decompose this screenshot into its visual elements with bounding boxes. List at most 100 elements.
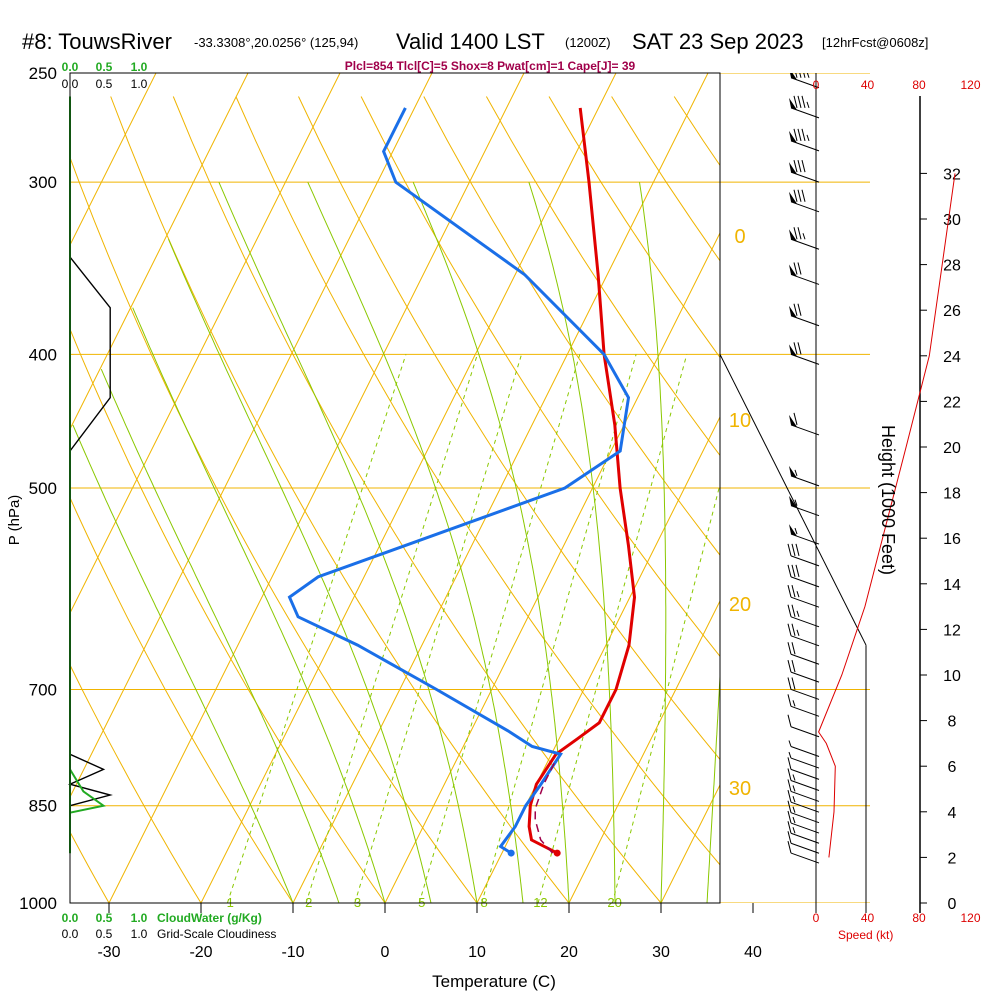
mixing-ratio-label: 1 — [227, 895, 234, 910]
height-tick-label: 14 — [943, 577, 961, 594]
height-tick-label: 16 — [943, 531, 961, 548]
wind-barb-full — [791, 659, 796, 673]
cloudiness-scale-bottom: 1.0 — [131, 927, 148, 941]
wind-barb — [787, 642, 820, 665]
wind-barb-full — [797, 128, 802, 141]
wind-barb-full — [787, 659, 792, 673]
wind-barb-flag — [789, 524, 797, 537]
isotherm-line — [108, 73, 525, 903]
wind-barb-full — [791, 543, 796, 556]
mixing-ratio-label: 3 — [354, 895, 361, 910]
wind-barb-staff — [790, 832, 820, 844]
wind-barb-full — [795, 564, 800, 577]
wind-barb-staff — [790, 790, 820, 802]
wind-barb-full — [787, 564, 792, 577]
mixing-ratio-label: 8 — [481, 895, 488, 910]
moist-adiabat — [412, 182, 570, 903]
mixing-ratio-line — [418, 354, 581, 903]
wind-barb-staff — [790, 201, 820, 213]
x-axis-label: Temperature (C) — [432, 972, 556, 991]
moist-adiabat — [753, 182, 813, 903]
pressure-tick-label: 400 — [29, 345, 57, 364]
valid-z: (1200Z) — [565, 35, 611, 50]
profile-layer — [287, 107, 637, 857]
wind-barb-half — [794, 469, 798, 477]
wind-barb — [789, 189, 820, 213]
temp-tick-label: 20 — [560, 944, 578, 961]
height-tick-label: 30 — [943, 212, 961, 229]
wind-barb-half — [806, 134, 810, 142]
wind-barb-full — [797, 262, 802, 275]
wind-barb-staff — [790, 812, 820, 824]
wind-barb-full — [793, 412, 798, 426]
surface-temp-dot — [553, 849, 561, 857]
cloudiness-scale-top: 1.0 — [131, 77, 148, 91]
wind-barb-full — [787, 810, 792, 824]
wind-barb — [789, 342, 820, 365]
speed-tick-bottom: 40 — [861, 911, 875, 925]
wind-barb-full — [797, 227, 802, 240]
wind-barb — [789, 262, 820, 285]
wind-barb-full — [801, 159, 806, 173]
wind-barb-full — [801, 95, 806, 109]
cloud-panel: 0.0 0.0 0.5 0.5 1.0 1.0 0.0 0.5 1.0 CloudWater (g… — [62, 60, 277, 941]
wind-barb-full — [787, 585, 792, 598]
wind-barb-flag — [790, 73, 797, 80]
pressure-tick-label: 250 — [29, 64, 57, 83]
cloudwater-scale-bottom: 0.0 — [62, 911, 79, 925]
height-tick-label: 20 — [943, 440, 961, 457]
wind-barb-half — [796, 610, 800, 617]
wind-barb — [789, 495, 820, 517]
isotherm-line — [292, 73, 709, 903]
wind-barb-full — [793, 227, 798, 240]
moist-adiabat — [100, 369, 340, 903]
wind-barb-full — [799, 73, 802, 78]
speed-tick-bottom: 80 — [912, 911, 926, 925]
adiabat-label: 0 — [734, 226, 745, 248]
forecast-info: [12hrFcst@0608z] — [822, 35, 928, 50]
wind-barb-full — [797, 189, 802, 202]
wind-barb-full — [787, 800, 792, 813]
wind-barb — [789, 95, 820, 119]
wind-barb-full — [787, 694, 792, 707]
wind-barb-staff — [790, 576, 820, 588]
wind-speed-profile — [818, 173, 956, 858]
wind-barb-staff — [790, 822, 820, 834]
height-tick-label: 26 — [943, 303, 961, 320]
temp-tick-label: -20 — [189, 944, 212, 961]
wind-barb-full — [793, 262, 798, 275]
wind-barb-full — [787, 714, 792, 727]
mixing-ratio-line — [537, 354, 688, 903]
moist-adiabat — [528, 182, 616, 903]
wind-barb-staff — [790, 746, 820, 757]
wind-barb-full — [787, 768, 792, 781]
dry-adiabat — [925, 97, 1000, 904]
moist-adiabat — [168, 239, 432, 903]
wind-barb-full — [787, 790, 792, 803]
wind-barb — [787, 714, 820, 738]
cloudwater-scale-top: 0.5 — [96, 60, 113, 74]
moist-adiabat — [639, 182, 667, 903]
wind-barb-full — [793, 159, 798, 173]
wind-barb-full — [803, 73, 806, 78]
wind-barb — [787, 604, 820, 628]
cloudiness-scale-bottom: 0.0 — [62, 927, 79, 941]
dry-adiabat — [172, 96, 662, 903]
isotherm-line — [476, 415, 720, 903]
wind-barb — [787, 757, 820, 780]
wind-barb-full — [801, 189, 806, 202]
wind-barb-half — [792, 700, 796, 707]
isotherm-line — [70, 73, 433, 799]
wind-barb — [789, 524, 820, 545]
wind-barb-staff — [790, 671, 820, 683]
wind-barb-staff — [790, 688, 820, 700]
temp-tick-label: -30 — [97, 944, 120, 961]
wind-barb-staff — [790, 780, 820, 791]
wind-barb — [788, 740, 820, 757]
wind-barb — [789, 412, 820, 436]
wind-barb-staff — [790, 475, 820, 487]
cloudwater-scale-bottom: 0.5 — [96, 911, 113, 925]
valid-time: Valid 1400 LST — [396, 29, 545, 54]
